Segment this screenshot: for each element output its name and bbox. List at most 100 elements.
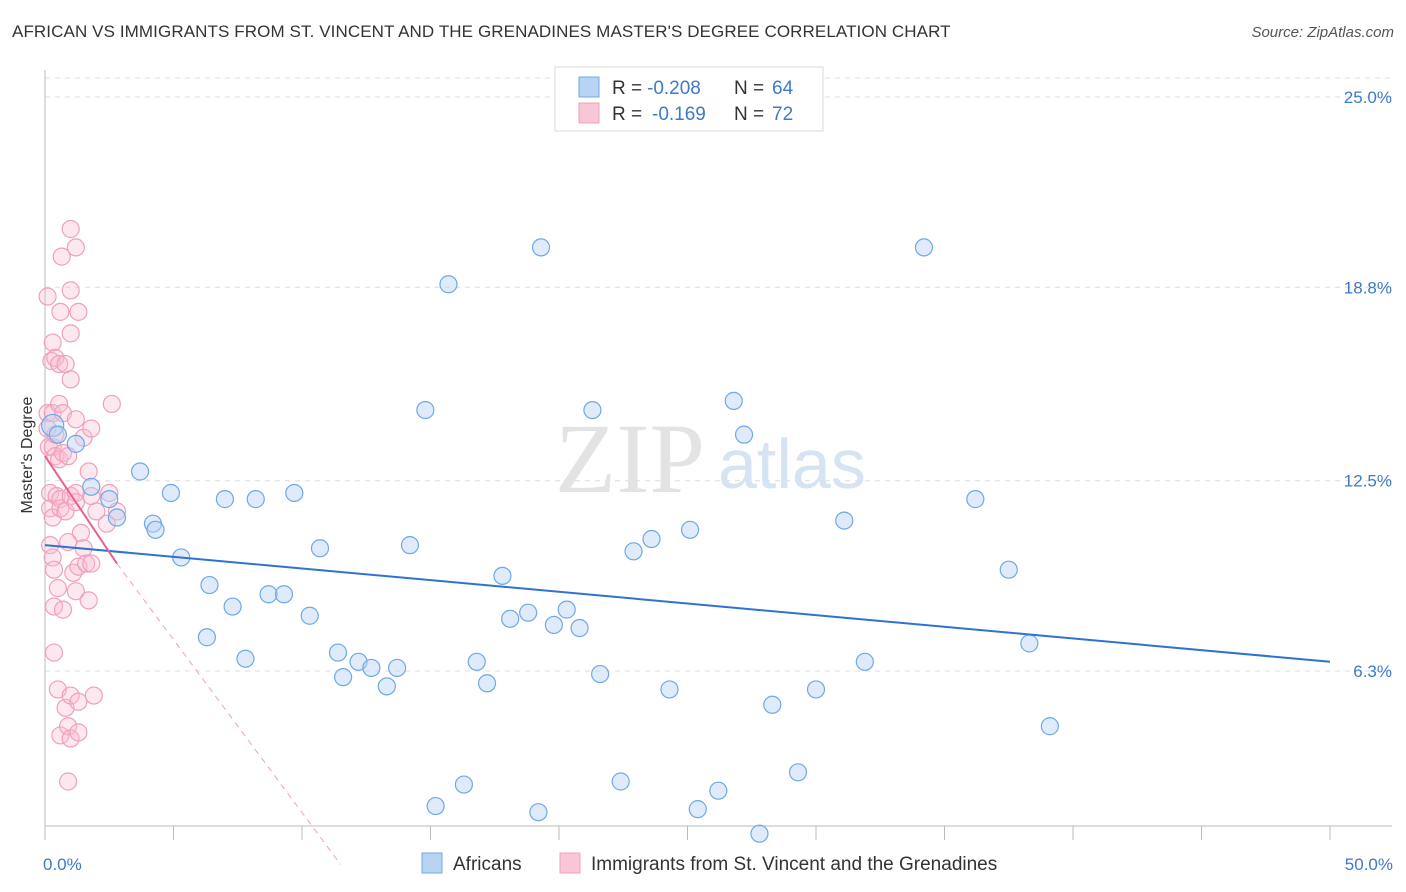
grid-lines — [45, 77, 1392, 672]
point-africans — [467, 652, 486, 671]
axes — [44, 70, 1392, 840]
point-africans — [416, 400, 435, 420]
point-africans — [310, 539, 330, 558]
point-africans — [583, 400, 602, 420]
legend-r-value-2: -0.169 — [652, 104, 706, 125]
point-svg — [97, 514, 116, 533]
point-svg — [43, 333, 62, 352]
y-tick-label: 12.5% — [1344, 472, 1392, 491]
point-svg — [66, 582, 85, 601]
y-axis-title: Master's Degree — [19, 396, 36, 513]
legend-swatch-africans — [578, 76, 600, 98]
point-africans — [624, 542, 643, 561]
point-svg — [44, 560, 64, 579]
point-svg — [82, 554, 101, 573]
point-africans — [1040, 717, 1059, 736]
chart-title: AFRICAN VS IMMIGRANTS FROM ST. VINCENT A… — [12, 22, 951, 41]
point-africans — [236, 649, 255, 668]
legend-box: R = -0.208 N = 64 R = -0.169 N = 72 — [554, 66, 824, 132]
trend-africans — [44, 544, 1331, 663]
point-africans — [835, 511, 854, 530]
legend-r-value-1: -0.208 — [647, 78, 701, 99]
point-svg — [61, 324, 80, 343]
point-africans — [519, 603, 538, 622]
watermark: ZIP atlas — [555, 403, 866, 514]
tick-labels: 6.3% 12.5% 18.8% 25.0% 0.0% 50.0% — [43, 88, 1393, 874]
point-svg — [71, 523, 91, 542]
legend-r-label-2: R = — [612, 104, 642, 125]
point-africans — [200, 575, 219, 595]
bottom-legend: Africans Immigrants from St. Vincent and… — [421, 852, 997, 875]
source-label: Source: ZipAtlas.com — [1251, 24, 1394, 41]
point-africans — [362, 658, 381, 678]
legend-n-value-1: 64 — [772, 78, 794, 99]
point-africans — [41, 413, 65, 438]
point-svg — [56, 354, 75, 374]
point-africans — [48, 425, 67, 444]
point-africans — [734, 425, 754, 444]
point-africans — [750, 824, 769, 843]
point-svg — [77, 554, 96, 573]
point-svg — [53, 443, 73, 463]
point-svg — [84, 686, 103, 705]
x-tick-label: 50.0% — [1345, 855, 1393, 874]
point-africans — [300, 606, 319, 625]
point-svg — [82, 419, 101, 438]
point-africans — [493, 566, 512, 585]
point-africans — [611, 772, 630, 791]
point-africans — [161, 483, 181, 503]
point-africans — [454, 775, 474, 794]
legend-n-value-2: 72 — [772, 104, 793, 125]
point-svg — [44, 643, 64, 662]
point-africans — [246, 490, 265, 509]
point-africans — [966, 490, 985, 509]
point-svg — [48, 579, 67, 598]
point-africans — [855, 652, 874, 671]
point-svg — [61, 370, 80, 389]
point-africans — [501, 609, 520, 628]
point-africans — [709, 781, 728, 800]
point-africans — [223, 597, 242, 616]
point-svg — [61, 219, 80, 239]
point-svg — [79, 591, 98, 610]
point-svg — [51, 302, 70, 321]
y-tick-label: 25.0% — [1344, 88, 1392, 107]
point-africans — [82, 477, 101, 496]
point-africans — [377, 677, 396, 696]
point-africans — [146, 520, 165, 539]
y-tick-label: 18.8% — [1344, 278, 1392, 297]
point-africans — [724, 391, 743, 410]
point-svg — [52, 247, 71, 266]
point-africans — [285, 483, 304, 503]
point-africans — [680, 520, 700, 539]
y-tick-label: 6.3% — [1353, 662, 1392, 681]
point-africans — [763, 695, 782, 714]
point-africans — [100, 490, 119, 509]
point-africans — [439, 275, 458, 294]
point-africans — [387, 658, 407, 678]
legend-swatch-svg — [578, 102, 600, 124]
watermark-zip: ZIP — [555, 403, 705, 514]
point-africans — [642, 529, 661, 549]
point-africans — [914, 238, 934, 257]
legend-n-label-1: N = — [734, 78, 764, 99]
point-africans — [529, 803, 548, 822]
bottom-legend-africans: Africans — [453, 854, 522, 875]
point-africans — [570, 618, 589, 638]
series-africans-points — [41, 238, 1059, 843]
point-africans — [328, 643, 348, 662]
point-africans — [130, 462, 150, 481]
point-svg — [51, 726, 70, 745]
point-svg — [66, 410, 85, 429]
point-africans — [591, 664, 610, 684]
point-africans — [259, 585, 278, 604]
point-africans — [788, 763, 808, 782]
point-africans — [999, 560, 1018, 579]
point-svg — [102, 394, 121, 414]
point-svg — [43, 404, 62, 423]
point-africans — [688, 800, 707, 819]
point-svg — [50, 354, 69, 374]
point-africans — [531, 238, 551, 257]
point-africans — [400, 536, 420, 555]
x-tick-label: 0.0% — [43, 855, 82, 874]
